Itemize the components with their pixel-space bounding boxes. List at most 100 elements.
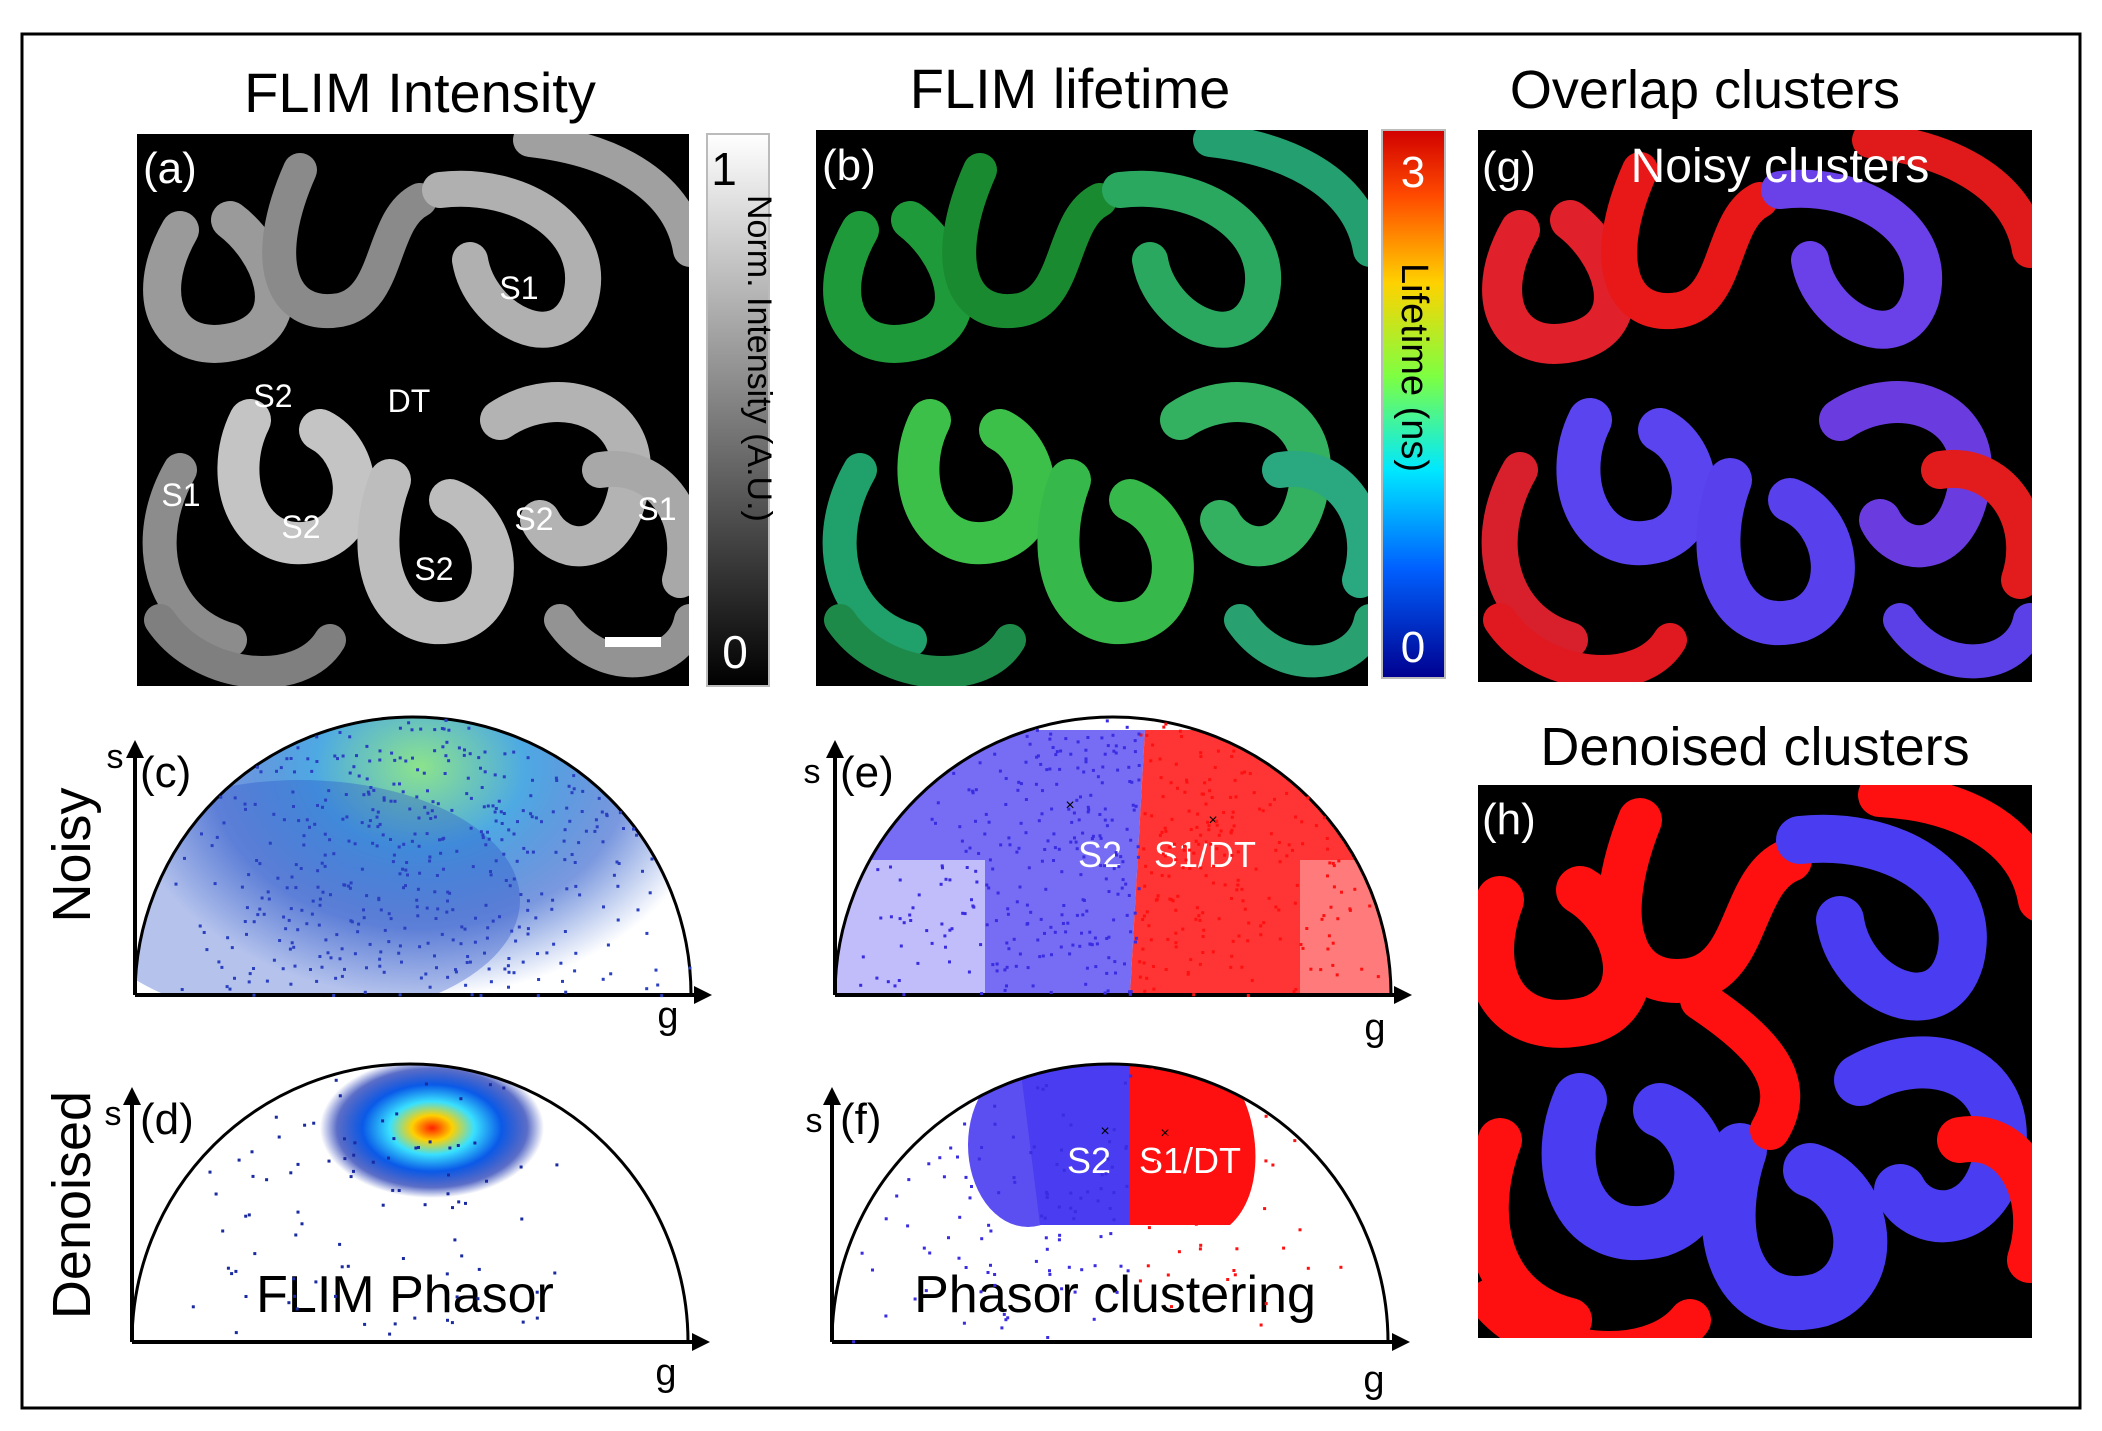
phasor-point	[943, 934, 947, 938]
phasor-point	[323, 864, 327, 868]
phasor-point	[1082, 855, 1086, 859]
phasor-point	[1082, 899, 1086, 902]
phasor-point	[1125, 913, 1129, 917]
phasor-point	[1305, 927, 1309, 930]
phasor-point	[1294, 988, 1298, 991]
phasor-point	[1331, 963, 1335, 967]
phasor-point	[477, 756, 481, 760]
phasor-point	[365, 744, 369, 748]
phasor-point	[416, 768, 420, 772]
phasor-point	[448, 891, 452, 895]
phasor-point	[988, 858, 992, 862]
phasor-point	[963, 912, 967, 916]
phasor-point	[321, 890, 325, 894]
phasor-point	[993, 752, 997, 756]
phasor-point	[404, 884, 407, 888]
phasor-point	[1044, 1236, 1048, 1240]
phasor-point	[1168, 845, 1172, 849]
phasor-point	[445, 740, 449, 744]
phasor-point	[289, 982, 293, 986]
phasor-point	[1331, 941, 1335, 945]
phasor-point	[433, 954, 436, 958]
phasor-point	[1203, 781, 1207, 785]
phasor-point	[473, 1141, 477, 1145]
phasor-point	[1069, 840, 1073, 844]
phasor-point	[247, 873, 251, 877]
phasor-point	[1052, 859, 1055, 862]
phasor-point	[183, 856, 186, 860]
phasor-point	[279, 766, 283, 770]
phasor-point	[521, 1320, 525, 1324]
phasor-point	[875, 976, 879, 980]
label-s2-mid: S2	[281, 509, 320, 545]
denoised-clusters-panel: (h)	[1478, 785, 2032, 1338]
phasor-point	[1145, 910, 1149, 914]
phasor-point	[1201, 935, 1205, 938]
phasor-point	[567, 784, 571, 788]
phasor-point	[1161, 795, 1165, 799]
noisy-phasor-universal-circle	[133, 715, 693, 996]
phasor-point	[559, 961, 563, 965]
phasor-point	[1217, 917, 1221, 921]
phasor-point	[1053, 930, 1057, 934]
lifetime-colorbar-gradient	[1381, 129, 1446, 679]
phasor-point	[925, 929, 929, 933]
phasor-point	[502, 852, 506, 856]
phasor-point	[368, 759, 372, 763]
phasor-point	[993, 1283, 997, 1287]
phasor-point	[902, 993, 906, 997]
phasor-point	[368, 819, 372, 823]
phasor-point	[369, 786, 373, 789]
phasor-point	[445, 910, 449, 914]
phasor-point	[1080, 1268, 1084, 1272]
phasor-point	[1264, 1159, 1268, 1163]
phasor-point	[1202, 792, 1205, 796]
phasor-point	[305, 922, 309, 926]
phasor-point	[989, 1229, 993, 1233]
phasor-point	[1149, 938, 1153, 942]
phasor-point	[431, 800, 435, 804]
phasor-point	[1095, 942, 1099, 946]
phasor-point	[255, 859, 259, 862]
phasor-point	[609, 972, 613, 976]
phasor-point	[1046, 839, 1050, 843]
noisy-phasor-s-arrow	[126, 740, 144, 758]
phasor-point	[1229, 965, 1233, 969]
phasor-point	[1093, 1264, 1097, 1268]
phasor-point	[245, 932, 248, 936]
phasor-point	[1049, 925, 1053, 929]
phasor-point	[285, 886, 289, 890]
phasor-point	[964, 1175, 968, 1179]
phasor-point	[222, 821, 226, 825]
phasor-point	[377, 896, 381, 900]
phasor-point	[1124, 1145, 1128, 1149]
phasor-point	[324, 938, 328, 942]
phasor-point	[1073, 1210, 1077, 1214]
phasor-point	[978, 761, 982, 765]
phasor-point	[276, 876, 280, 880]
phasor-point	[899, 944, 903, 948]
phasor-point	[1098, 834, 1102, 838]
phasor-point	[1166, 1186, 1170, 1190]
phasor-point	[1050, 807, 1054, 811]
phasor-point	[1236, 878, 1240, 882]
phasor-point	[1198, 962, 1202, 966]
phasor-point	[289, 1171, 293, 1175]
phasor-point	[1156, 894, 1160, 898]
phasor-point	[1274, 848, 1278, 852]
phasor-point	[1100, 781, 1104, 785]
phasor-point	[296, 1162, 300, 1166]
phasor-point	[1084, 760, 1088, 764]
phasor-point	[1267, 896, 1271, 900]
phasor-point	[484, 843, 488, 847]
phasor-point	[993, 1122, 997, 1126]
phasor-point	[379, 950, 383, 954]
phasor-point	[348, 735, 352, 739]
phasor-point	[237, 1158, 241, 1162]
phasor-point	[1327, 934, 1331, 938]
phasor-point	[936, 801, 940, 805]
phasor-point	[948, 928, 952, 932]
phasor-point	[397, 951, 401, 955]
phasor-point	[316, 804, 319, 807]
phasor-point	[1176, 786, 1179, 790]
